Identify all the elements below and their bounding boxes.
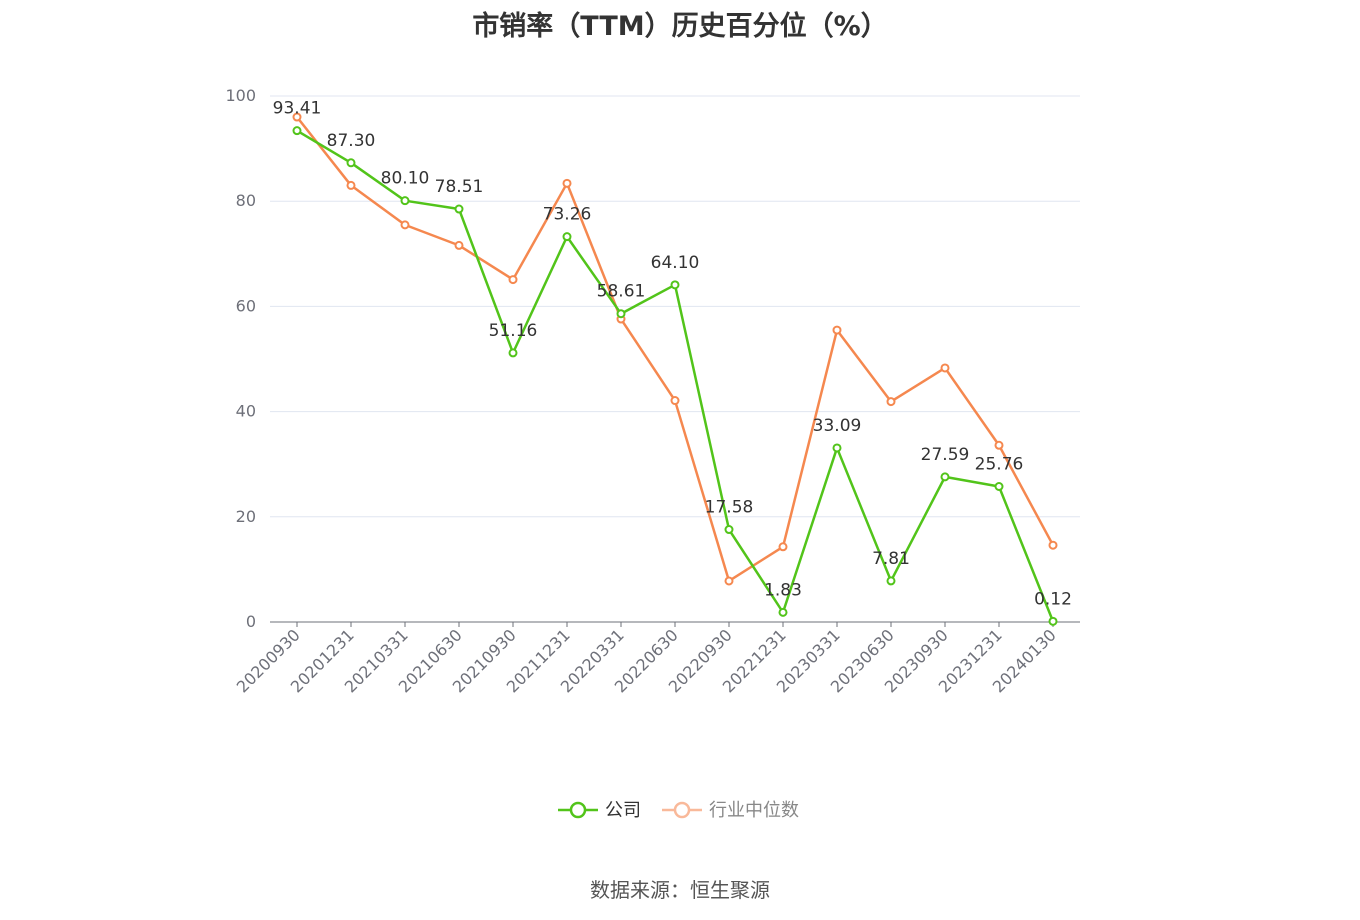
data-point[interactable] <box>292 112 302 122</box>
x-axis: 2020093020201231202103312021063020210930… <box>233 621 1080 696</box>
data-label: 1.83 <box>764 580 802 600</box>
data-label: 80.10 <box>381 169 430 189</box>
data-point[interactable] <box>724 525 734 535</box>
y-tick-label: 0 <box>246 612 256 631</box>
data-point[interactable] <box>994 482 1004 492</box>
data-label: 51.16 <box>489 321 538 341</box>
data-label: 73.26 <box>543 205 592 225</box>
legend-item-1[interactable]: 行业中位数 <box>662 800 799 821</box>
legend-marker-icon <box>673 801 691 819</box>
data-point[interactable] <box>454 240 464 250</box>
data-label: 17.58 <box>705 498 754 518</box>
line-chart: 0 20 40 60 80 100 202009302020123120210331202… <box>225 86 1080 821</box>
data-point[interactable] <box>940 363 950 373</box>
data-label: 64.10 <box>651 253 700 273</box>
data-point[interactable] <box>1048 540 1058 550</box>
series-1 <box>292 112 1058 586</box>
data-point[interactable] <box>508 275 518 285</box>
data-label: 25.76 <box>975 455 1024 475</box>
data-point[interactable] <box>832 325 842 335</box>
data-point[interactable] <box>724 576 734 586</box>
series-0 <box>292 126 1058 626</box>
legend-marker-icon <box>569 801 587 819</box>
data-point[interactable] <box>832 443 842 453</box>
data-point[interactable] <box>940 472 950 482</box>
data-point[interactable] <box>346 158 356 168</box>
data-point[interactable] <box>616 309 626 319</box>
data-point[interactable] <box>346 180 356 190</box>
y-tick-label: 40 <box>236 402 256 421</box>
data-point[interactable] <box>562 178 572 188</box>
legend-item-0[interactable]: 公司 <box>558 800 641 821</box>
data-label: 27.59 <box>921 445 970 465</box>
data-point[interactable] <box>886 397 896 407</box>
data-label: 7.81 <box>872 549 910 569</box>
data-label: 87.30 <box>327 131 376 151</box>
data-point[interactable] <box>1048 616 1058 626</box>
data-point[interactable] <box>778 542 788 552</box>
legend-label: 行业中位数 <box>709 800 799 821</box>
data-point[interactable] <box>400 220 410 230</box>
data-label: 0.12 <box>1034 589 1072 609</box>
data-point[interactable] <box>562 232 572 242</box>
y-tick-label: 20 <box>236 507 256 526</box>
data-label: 78.51 <box>435 177 484 197</box>
chart-title: 市销率（TTM）历史百分位（%） <box>472 11 888 42</box>
source-note: 数据来源：恒生聚源 <box>590 878 770 902</box>
y-axis-ticks: 0 20 40 60 80 100 <box>225 86 256 631</box>
y-tick-label: 80 <box>236 191 256 210</box>
data-label: 58.61 <box>597 282 646 302</box>
y-tick-label: 100 <box>225 86 256 105</box>
legend: 公司 行业中位数 <box>558 800 799 821</box>
data-point[interactable] <box>670 280 680 290</box>
legend-label: 公司 <box>605 800 641 821</box>
data-point[interactable] <box>886 576 896 586</box>
data-label: 33.09 <box>813 416 862 436</box>
data-point[interactable] <box>454 204 464 214</box>
data-point[interactable] <box>508 348 518 358</box>
data-point[interactable] <box>292 126 302 136</box>
data-point[interactable] <box>994 440 1004 450</box>
y-tick-label: 60 <box>236 296 256 315</box>
data-point[interactable] <box>670 396 680 406</box>
series-line <box>296 129 1055 622</box>
series-lines <box>292 112 1058 626</box>
data-point[interactable] <box>400 196 410 206</box>
data-point[interactable] <box>778 607 788 617</box>
data-label: 93.41 <box>273 99 322 119</box>
